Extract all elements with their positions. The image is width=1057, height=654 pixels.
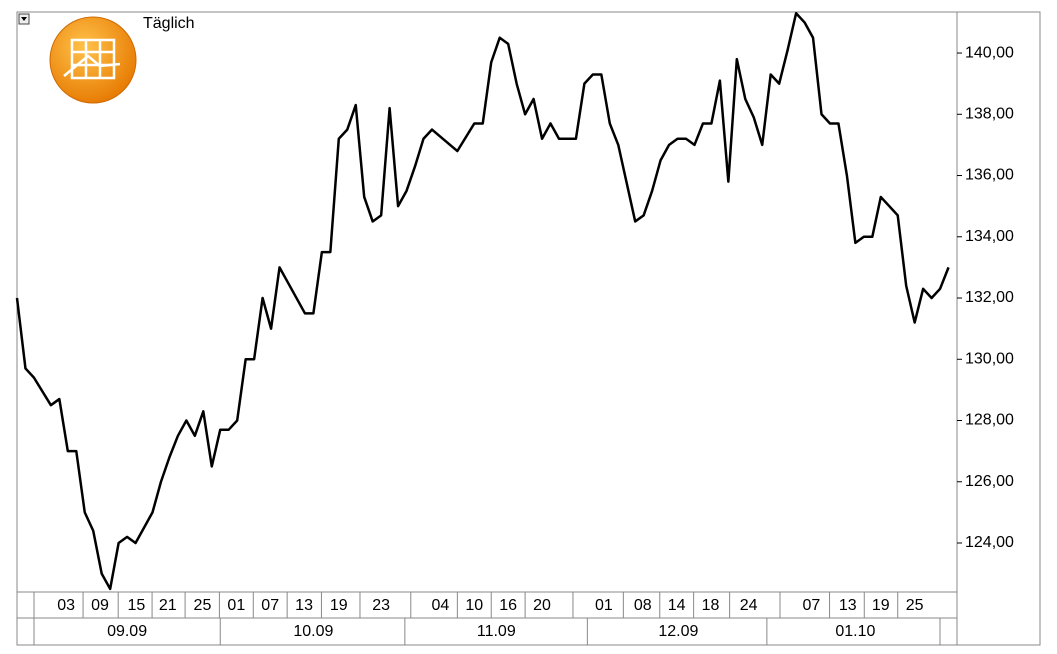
x-tick-label: 25 [194,597,212,614]
x-tick-label: 14 [668,597,686,614]
month-label: 10.09 [293,623,333,640]
x-tick-label: 09 [91,597,109,614]
x-tick-label: 23 [372,597,390,614]
y-tick-label: 140,00 [965,44,1014,61]
x-tick-label: 07 [261,597,279,614]
x-tick-label: 03 [57,597,75,614]
month-label: 09.09 [107,623,147,640]
x-tick-label: 19 [872,597,890,614]
x-tick-label: 04 [432,597,450,614]
x-tick-label: 01 [227,597,245,614]
x-tick-label: 21 [159,597,177,614]
month-label: 01.10 [835,623,875,640]
x-tick-label: 01 [595,597,613,614]
y-tick-label: 134,00 [965,228,1014,245]
y-tick-label: 130,00 [965,350,1014,367]
x-tick-label: 20 [533,597,551,614]
dropdown-arrow [21,17,27,21]
month-label: 12.09 [658,623,698,640]
app-icon [49,16,137,104]
x-tick-label: 18 [702,597,720,614]
y-tick-label: 128,00 [965,412,1014,429]
y-tick-label: 124,00 [965,534,1014,551]
x-tick-label: 25 [906,597,924,614]
chart-title: Täglich [143,15,195,32]
x-tick-label: 07 [802,597,820,614]
frame [16,11,1041,646]
month-label: 11.09 [477,623,516,640]
x-tick-label: 16 [499,597,517,614]
x-tick-label: 08 [634,597,652,614]
x-tick-label: 13 [839,597,857,614]
x-tick-label: 15 [128,597,146,614]
y-tick-label: 132,00 [965,289,1014,306]
x-tick-label: 24 [740,597,758,614]
x-tick-label: 10 [465,597,483,614]
x-tick-label: 13 [295,597,313,614]
y-tick-label: 126,00 [965,473,1014,490]
y-tick-label: 138,00 [965,105,1014,122]
x-tick-label: 19 [330,597,348,614]
y-tick-label: 136,00 [965,167,1014,184]
price-line [15,11,950,591]
